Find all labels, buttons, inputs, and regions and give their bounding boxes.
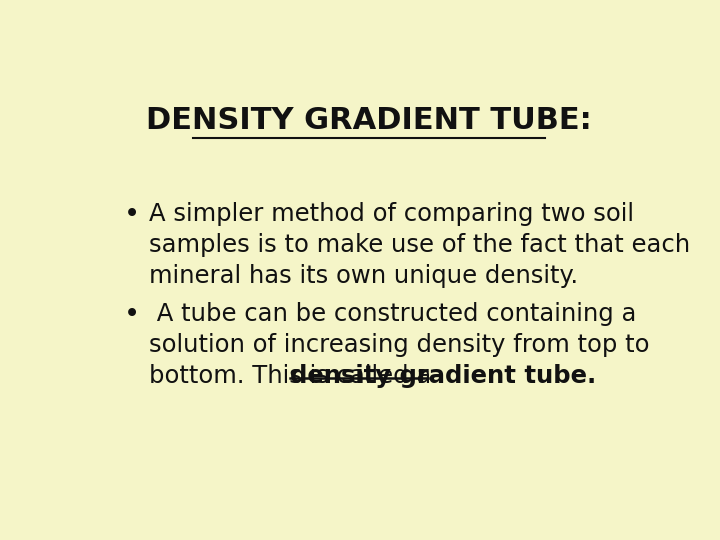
Text: A simpler method of comparing two soil: A simpler method of comparing two soil (148, 202, 634, 226)
Text: A tube can be constructed containing a: A tube can be constructed containing a (148, 302, 636, 326)
Text: DENSITY GRADIENT TUBE:: DENSITY GRADIENT TUBE: (146, 106, 592, 136)
Text: bottom. This is called a: bottom. This is called a (148, 364, 438, 388)
Text: •: • (124, 302, 140, 328)
Text: density gradient tube.: density gradient tube. (290, 364, 596, 388)
Text: samples is to make use of the fact that each: samples is to make use of the fact that … (148, 233, 690, 257)
Text: •: • (124, 202, 140, 228)
Text: solution of increasing density from top to: solution of increasing density from top … (148, 333, 649, 357)
Text: mineral has its own unique density.: mineral has its own unique density. (148, 265, 577, 288)
